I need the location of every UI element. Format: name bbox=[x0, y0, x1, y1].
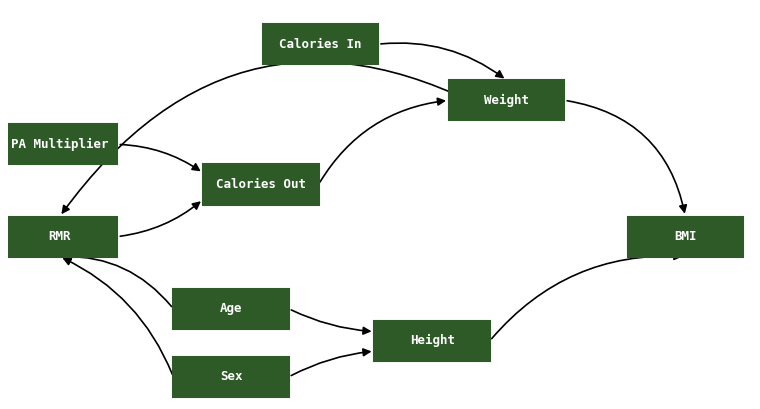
FancyBboxPatch shape bbox=[173, 357, 289, 397]
FancyBboxPatch shape bbox=[203, 164, 318, 204]
FancyArrowPatch shape bbox=[567, 101, 686, 212]
Text: Age: Age bbox=[220, 302, 242, 315]
FancyArrowPatch shape bbox=[62, 62, 504, 213]
Text: BMI: BMI bbox=[674, 230, 697, 243]
FancyBboxPatch shape bbox=[263, 24, 378, 64]
FancyArrowPatch shape bbox=[291, 310, 370, 334]
FancyArrowPatch shape bbox=[320, 98, 445, 182]
Text: Sex: Sex bbox=[220, 371, 242, 383]
Text: Height: Height bbox=[410, 334, 454, 347]
FancyBboxPatch shape bbox=[173, 289, 289, 329]
FancyArrowPatch shape bbox=[120, 202, 200, 236]
FancyBboxPatch shape bbox=[628, 216, 743, 256]
FancyArrowPatch shape bbox=[64, 258, 173, 374]
Text: Calories Out: Calories Out bbox=[216, 178, 306, 191]
FancyBboxPatch shape bbox=[375, 321, 490, 361]
FancyArrowPatch shape bbox=[381, 43, 503, 77]
Text: Calories In: Calories In bbox=[279, 38, 362, 51]
Text: RMR: RMR bbox=[49, 230, 71, 243]
FancyArrowPatch shape bbox=[492, 253, 681, 339]
Text: PA Multiplier: PA Multiplier bbox=[11, 138, 109, 151]
FancyBboxPatch shape bbox=[449, 80, 565, 120]
FancyArrowPatch shape bbox=[291, 349, 370, 375]
FancyArrowPatch shape bbox=[120, 144, 199, 170]
Text: Weight: Weight bbox=[484, 94, 529, 107]
FancyArrowPatch shape bbox=[65, 253, 172, 307]
FancyBboxPatch shape bbox=[2, 216, 118, 256]
FancyBboxPatch shape bbox=[2, 124, 118, 164]
